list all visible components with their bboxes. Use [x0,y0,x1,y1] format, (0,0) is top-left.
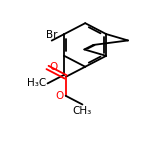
Text: CH₃: CH₃ [73,106,92,116]
Text: H₃C: H₃C [27,78,46,89]
Text: O: O [56,91,64,101]
Text: Br: Br [46,30,57,40]
Text: O: O [50,62,58,72]
